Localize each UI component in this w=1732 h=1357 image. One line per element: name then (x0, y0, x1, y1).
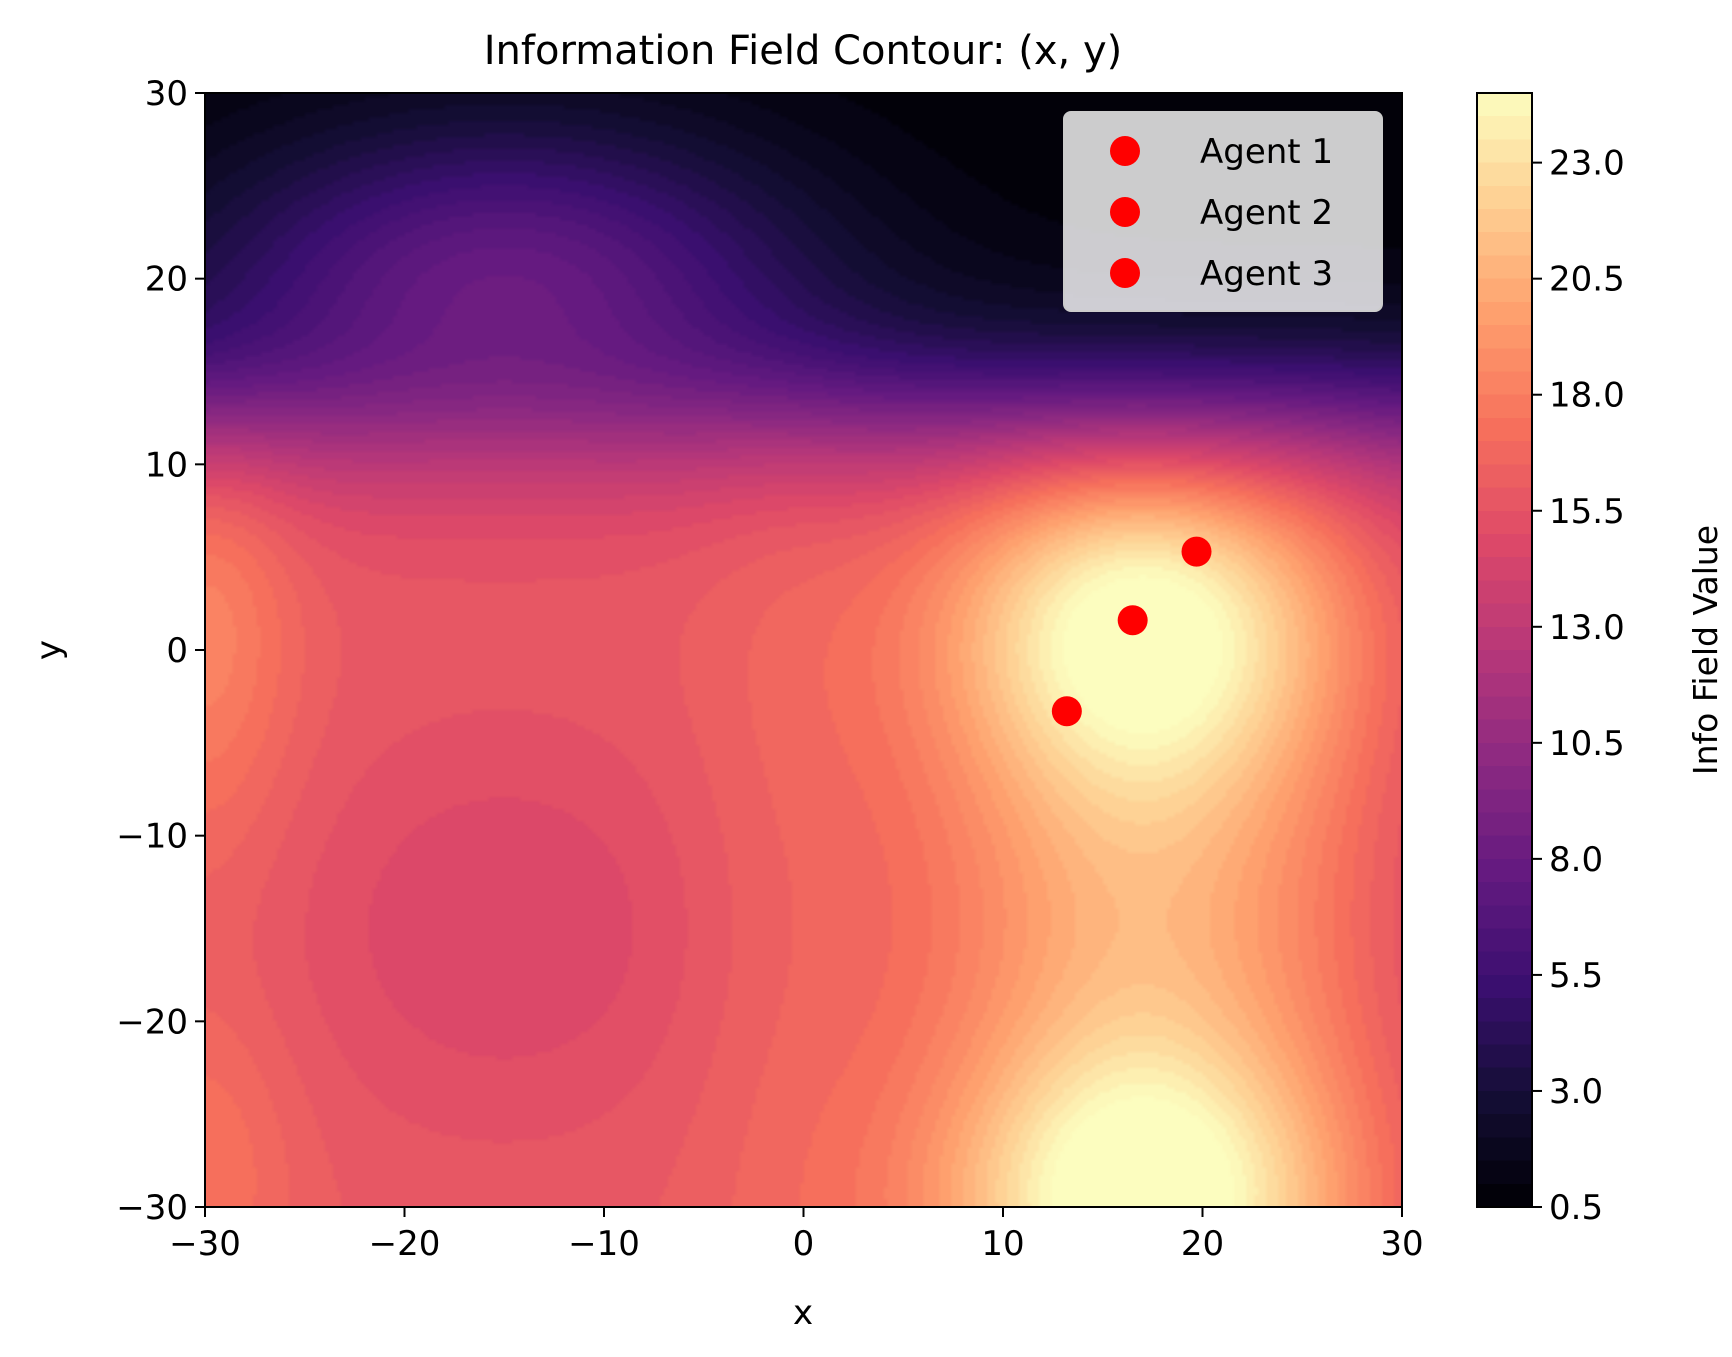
agent-3-marker (1181, 536, 1212, 567)
x-tick-label: 20 (1181, 1224, 1224, 1264)
colorbar-tick-label: 15.5 (1549, 492, 1625, 532)
x-tick-label: 30 (1380, 1224, 1423, 1264)
colorbar-tick-label: 20.5 (1549, 260, 1625, 300)
x-axis-label: x (793, 1293, 813, 1333)
x-tick-label: 10 (981, 1224, 1024, 1264)
y-tick-label: −30 (116, 1188, 188, 1228)
legend-label-agent-2: Agent 2 (1200, 193, 1333, 233)
colorbar-tick-label: 3.0 (1549, 1072, 1603, 1112)
agent-2-marker (1117, 605, 1148, 636)
legend-marker-agent-1 (1110, 136, 1140, 166)
legend-marker-agent-3 (1110, 258, 1140, 288)
legend-label-agent-1: Agent 1 (1200, 132, 1333, 172)
colorbar-tick-label: 23.0 (1549, 144, 1625, 184)
colorbar-tick-label: 0.5 (1549, 1188, 1603, 1228)
agents-layer (1051, 536, 1212, 727)
colorbar: 0.5 3.0 5.5 8.0 10.5 13.0 15.5 18.0 20.5 23.0 Inf… (1476, 92, 1725, 1228)
x-tick-label: 0 (793, 1224, 815, 1264)
y-axis: −30 −20 −10 0 10 20 30 (116, 74, 205, 1228)
y-tick-label: −20 (116, 1002, 188, 1042)
legend-entries: Agent 1 Agent 2 Agent 3 (1110, 132, 1333, 294)
x-axis: −30 −20 −10 0 10 20 30 (169, 1207, 1424, 1264)
y-tick-label: 10 (145, 445, 188, 485)
legend-marker-agent-2 (1110, 197, 1140, 227)
y-tick-label: −10 (116, 817, 188, 857)
legend-box (1063, 111, 1383, 312)
x-tick-label: −30 (169, 1224, 241, 1264)
y-tick-label: 30 (145, 74, 188, 114)
colorbar-tick-label: 18.0 (1549, 376, 1625, 416)
colorbar-tick-label: 5.5 (1549, 956, 1603, 996)
colorbar-tick-label: 10.5 (1549, 724, 1625, 764)
colorbar-tick-label: 13.0 (1549, 608, 1625, 648)
colorbar-tick-label: 8.0 (1549, 840, 1603, 880)
y-axis-label: y (29, 640, 69, 660)
y-tick-label: 0 (166, 631, 188, 671)
colorbar-ticks: 0.5 3.0 5.5 8.0 10.5 13.0 15.5 18.0 20.5 23.0 (1532, 144, 1625, 1228)
colorbar-frame (1476, 92, 1533, 1208)
colorbar-label: Info Field Value (1686, 525, 1725, 775)
y-tick-label: 20 (145, 260, 188, 300)
agent-1-marker (1051, 696, 1082, 727)
x-tick-label: −20 (369, 1224, 441, 1264)
legend: Agent 1 Agent 2 Agent 3 (1063, 111, 1383, 312)
colorbar-gradient (1477, 93, 1532, 1207)
legend-label-agent-3: Agent 3 (1200, 254, 1333, 294)
chart-title: Information Field Contour: (x, y) (484, 28, 1122, 74)
x-tick-label: −10 (568, 1224, 640, 1264)
